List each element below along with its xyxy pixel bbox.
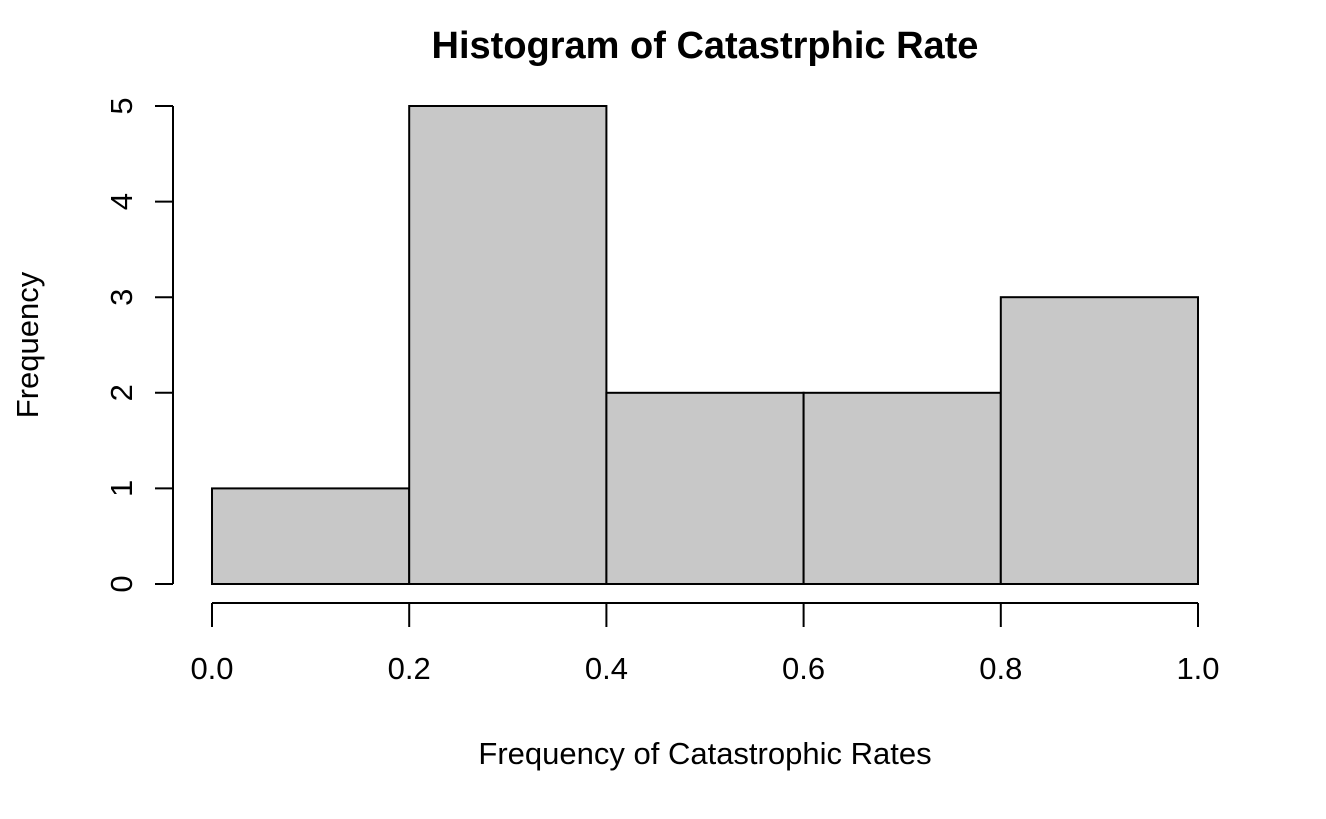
- x-tick-label-5: 1.0: [1176, 651, 1219, 686]
- y-ticks-group: 0 1 2 3 4 5: [104, 97, 173, 593]
- x-tick-label-0: 0.0: [190, 651, 233, 686]
- x-tick-label-4: 0.8: [979, 651, 1022, 686]
- histogram-bar-2: [408, 105, 608, 585]
- histogram-bar-4: [802, 391, 1002, 585]
- y-tick-label-5: 5: [104, 97, 139, 114]
- y-tick-label-4: 4: [104, 193, 139, 210]
- y-tick-label-1: 1: [104, 480, 139, 497]
- chart-title: Histogram of Catastrphic Rate: [432, 25, 979, 67]
- x-axis-label: Frequency of Catastrophic Rates: [478, 736, 931, 771]
- x-tick-label-1: 0.2: [388, 651, 431, 686]
- histogram-bar-1: [211, 487, 411, 585]
- y-axis-label: Frequency: [10, 271, 45, 418]
- bars-group: [211, 105, 1199, 585]
- x-tick-label-3: 0.6: [782, 651, 825, 686]
- x-tick-label-2: 0.4: [585, 651, 628, 686]
- histogram-bar-5: [999, 296, 1199, 585]
- y-tick-label-0: 0: [104, 575, 139, 592]
- x-ticks-group: 0.0 0.2 0.4 0.6 0.8 1.0: [190, 603, 1220, 686]
- histogram-bar-3: [605, 391, 805, 585]
- y-tick-label-3: 3: [104, 289, 139, 306]
- y-tick-label-2: 2: [104, 384, 139, 401]
